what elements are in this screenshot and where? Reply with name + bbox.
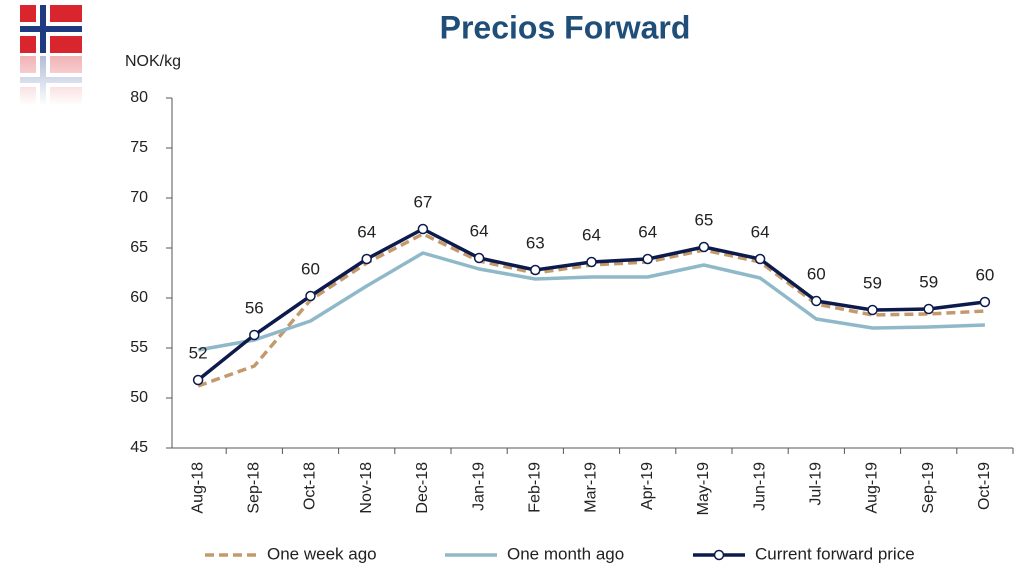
y-tick-label: 60 xyxy=(130,289,148,306)
x-tick-label: Sep-19 xyxy=(920,462,937,514)
series-line xyxy=(197,227,986,382)
legend-marker xyxy=(713,549,725,561)
point-marker xyxy=(192,374,204,386)
data-label: 59 xyxy=(863,273,882,292)
point-marker xyxy=(979,296,991,308)
point-marker xyxy=(417,223,429,235)
y-tick-label: 50 xyxy=(130,389,148,406)
x-tick-label: Dec-18 xyxy=(414,462,431,514)
x-tick-label: Aug-18 xyxy=(189,462,206,514)
point-marker xyxy=(249,329,260,341)
x-tick-label: Jul-19 xyxy=(808,462,825,506)
point-marker xyxy=(642,253,653,265)
point-marker xyxy=(473,252,485,264)
data-label: 60 xyxy=(975,265,994,284)
y-tick-label: 65 xyxy=(130,239,148,256)
legend-label: One month ago xyxy=(507,544,624,563)
x-tick-label: Oct-18 xyxy=(302,462,319,510)
point-marker xyxy=(923,303,934,315)
x-tick-label: Mar-19 xyxy=(583,462,600,513)
data-label: 63 xyxy=(526,233,545,252)
data-label: 59 xyxy=(919,272,938,291)
data-label: 64 xyxy=(357,222,376,241)
point-marker xyxy=(754,253,766,265)
series-line xyxy=(197,251,985,352)
y-tick-label: 70 xyxy=(130,189,148,206)
data-label: 52 xyxy=(189,343,208,362)
x-tick-label: May-19 xyxy=(695,462,712,515)
point-marker xyxy=(305,290,316,302)
flag xyxy=(18,5,84,106)
x-tick-label: Sep-18 xyxy=(246,462,263,514)
legend-label: Current forward price xyxy=(755,544,915,563)
data-label: 64 xyxy=(638,222,657,241)
point-marker xyxy=(811,295,822,307)
point-marker xyxy=(698,241,710,253)
point-marker xyxy=(867,304,878,316)
data-label: 60 xyxy=(807,264,826,283)
data-label: 64 xyxy=(751,222,770,241)
point-marker xyxy=(530,264,541,276)
y-tick-label: 55 xyxy=(130,339,148,356)
y-tick-label: 80 xyxy=(130,89,148,106)
chart-title: Precios Forward xyxy=(440,9,691,45)
data-label: 56 xyxy=(245,298,264,317)
x-tick-label: Feb-19 xyxy=(527,462,544,513)
y-tick-label: 45 xyxy=(130,439,148,456)
data-label: 64 xyxy=(582,225,601,244)
point-marker xyxy=(361,253,372,265)
data-label: 60 xyxy=(301,259,320,278)
legend-label: One week ago xyxy=(267,544,377,563)
x-tick-label: Aug-19 xyxy=(864,462,881,514)
x-tick-label: Nov-18 xyxy=(358,462,375,514)
data-label: 64 xyxy=(470,221,489,240)
x-tick-label: Oct-19 xyxy=(976,462,993,510)
data-label: 65 xyxy=(694,210,713,229)
y-axis-label: NOK/kg xyxy=(125,53,181,70)
x-tick-label: Jun-19 xyxy=(751,462,768,511)
data-label: 67 xyxy=(413,192,432,211)
y-tick-label: 75 xyxy=(130,139,148,156)
x-tick-label: Jan-19 xyxy=(470,462,487,511)
x-tick-label: Apr-19 xyxy=(639,462,656,510)
point-marker xyxy=(586,256,597,268)
